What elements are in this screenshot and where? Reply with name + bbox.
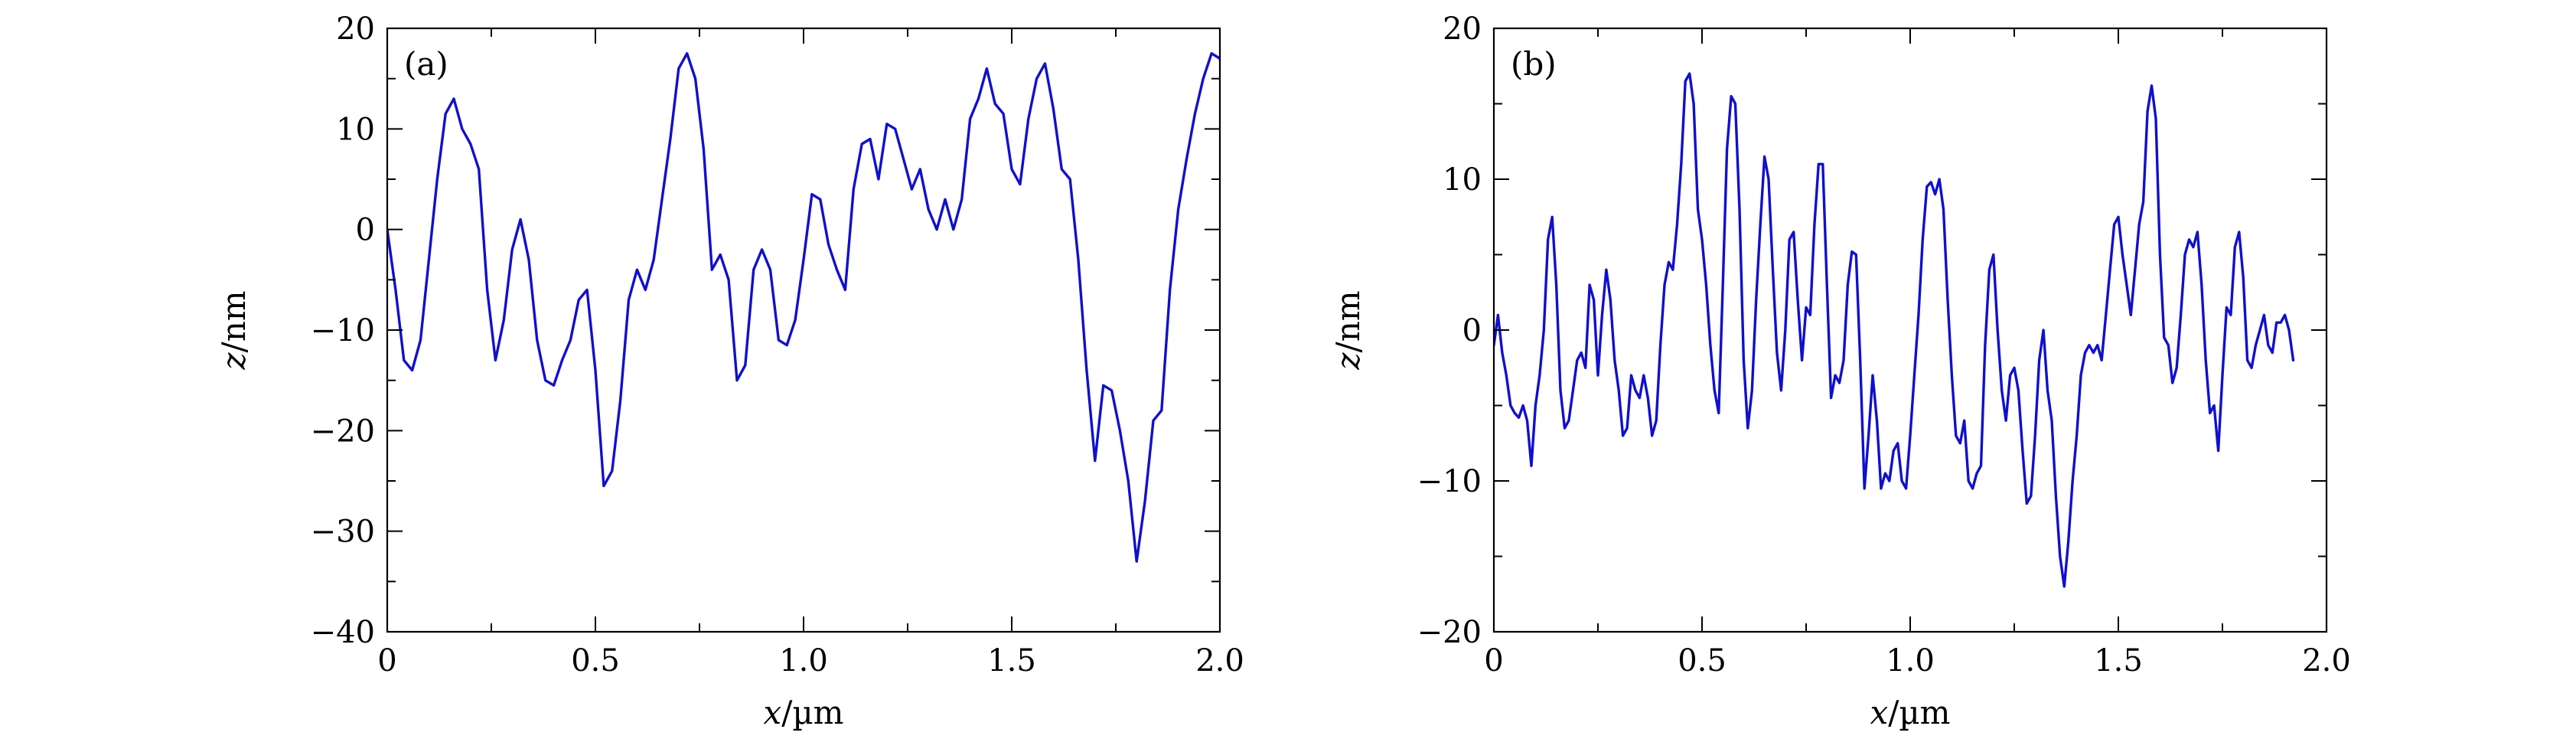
x-tick-label: 0.5 [571, 643, 620, 679]
panel-label: (b) [1511, 45, 1557, 83]
panel-label: (a) [404, 45, 448, 83]
y-tick-label: −20 [1417, 615, 1482, 650]
y-axis-variable: z [1329, 352, 1367, 371]
x-tick-label: 1.0 [1886, 643, 1935, 679]
x-axis-unit: /µm [1888, 694, 1950, 731]
x-axis-variable: x [1870, 694, 1889, 731]
x-tick-label: 0 [377, 643, 396, 679]
x-tick-label: 1.5 [2094, 643, 2143, 679]
y-axis-label: z/nm [215, 290, 253, 370]
y-axis-unit: /nm [1329, 290, 1367, 352]
y-tick-label: 10 [1443, 162, 1482, 198]
x-tick-label: 0.5 [1678, 643, 1727, 679]
y-axis-unit: /nm [215, 290, 253, 352]
x-tick-label: 2.0 [1195, 643, 1244, 679]
plot-frame [386, 27, 1221, 633]
y-tick-label: −30 [311, 515, 375, 550]
y-tick-label: 0 [356, 213, 375, 248]
y-tick-label: 20 [1443, 11, 1482, 47]
y-tick-label: 0 [1462, 313, 1482, 348]
series-line-a [387, 52, 1220, 563]
x-axis-variable: x [764, 694, 782, 731]
panel-b: 0 0.5 1.0 1.5 2.0 −20 −10 0 10 20 (b) x/µm z/nm [1329, 11, 2351, 731]
x-tick-label: 1.0 [779, 643, 828, 679]
x-tick-label: 2.0 [2302, 643, 2351, 679]
series-line-b [1494, 72, 2295, 588]
x-axis-unit: /µm [781, 694, 843, 731]
y-tick-label: −10 [1417, 464, 1482, 499]
y-tick-label: −40 [311, 615, 375, 650]
plot-frame [1492, 27, 2328, 633]
y-tick-label: 20 [336, 11, 375, 47]
x-axis-label: x/µm [1870, 694, 1951, 731]
y-axis-label: z/nm [1329, 290, 1367, 370]
y-tick-label: −10 [311, 313, 375, 348]
x-tick-label: 0 [1484, 643, 1503, 679]
panel-a: 0 0.5 1.0 1.5 2.0 −40 −30 −20 −10 0 10 20 (a) x/µm z/n… [215, 11, 1244, 731]
y-axis-variable: z [215, 352, 253, 371]
x-tick-label: 1.5 [987, 643, 1036, 679]
x-axis-label: x/µm [764, 694, 844, 731]
y-tick-label: 10 [336, 112, 375, 147]
y-tick-label: −20 [311, 414, 375, 449]
